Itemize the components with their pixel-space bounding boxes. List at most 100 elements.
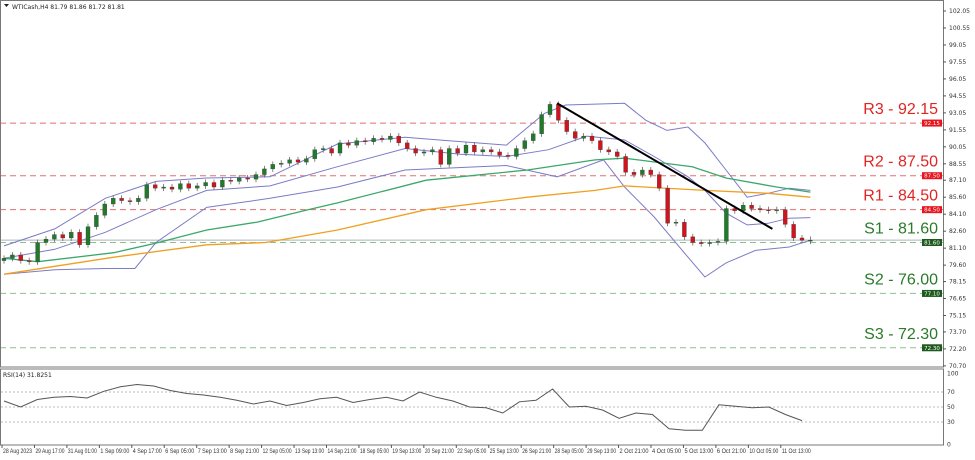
bull-candle-body [531, 133, 536, 141]
candle [665, 185, 670, 227]
bear-candle-body [329, 148, 334, 154]
price-marker [922, 289, 942, 297]
bear-candle-body [77, 232, 82, 245]
candle [69, 229, 74, 241]
candle [321, 145, 326, 153]
candle [144, 181, 149, 202]
candle [102, 201, 107, 219]
candle [615, 148, 620, 160]
resistance-level-label: R1 - 84.50 [863, 188, 938, 205]
x-tick-label: 14 Sep 21:00 [328, 449, 358, 455]
candle [514, 145, 519, 160]
bull-candle-body [774, 209, 779, 211]
candle [690, 233, 695, 246]
support-level-label: S3 - 72.30 [864, 326, 938, 343]
bull-candle-body [463, 144, 469, 154]
bear-candle-body [295, 159, 301, 163]
bull-candle-body [102, 203, 107, 216]
candle [581, 133, 586, 142]
rsi-tick-label: 30 [947, 419, 955, 426]
x-tick-label: 29 Sep 13:00 [587, 449, 617, 455]
candle [707, 239, 712, 247]
bull-candle-body [707, 242, 712, 244]
candle [799, 234, 805, 244]
bull-candle-body [262, 168, 267, 175]
price-marker-text: 72.30 [924, 346, 940, 352]
candle [203, 179, 208, 189]
candle [430, 146, 435, 155]
bull-candle-body [581, 135, 586, 139]
axes: 92.15 87.50 84.50 81.60 77.10 72.30 102.05 100.… [1, 8, 970, 455]
candle [161, 184, 166, 192]
bear-candle-body [699, 242, 704, 244]
candle [354, 137, 359, 149]
bear-candle-body [455, 148, 460, 154]
candle [489, 146, 494, 155]
candle [699, 239, 704, 247]
x-tick-label: 4 Sep 17:00 [133, 449, 163, 455]
bull-candle-body [447, 148, 452, 165]
candle [505, 152, 511, 160]
bull-candle-body [337, 142, 343, 154]
candle [186, 180, 191, 192]
candle [438, 146, 443, 168]
y-tick-label: 88.55 [949, 161, 966, 168]
bear-candle-body [127, 200, 133, 202]
candle [749, 202, 754, 212]
ma-fast-line [3, 157, 811, 263]
bull-candle-body [547, 104, 553, 115]
candle [245, 174, 250, 183]
candle [573, 128, 578, 142]
candle [220, 177, 225, 191]
candle [472, 142, 477, 155]
bear-candle-body [211, 182, 217, 188]
candle [304, 155, 309, 166]
candle [606, 146, 611, 155]
candle [480, 146, 485, 155]
x-tick-label: 6 Oct 21:00 [717, 449, 747, 455]
candle [657, 171, 662, 192]
candle [396, 133, 401, 146]
candle [27, 257, 32, 265]
candle [715, 238, 721, 246]
candle [623, 153, 628, 176]
candle [94, 212, 99, 230]
ma-slow-line [3, 185, 811, 275]
price-marker [922, 119, 942, 127]
bull-candle-body [43, 238, 49, 243]
rsi-tick-label: 70 [947, 389, 955, 396]
bear-candle-body [556, 104, 561, 121]
candle [43, 236, 49, 246]
bear-candle-body [497, 151, 502, 156]
bull-candle-body [161, 186, 166, 189]
bull-candle-body [1, 258, 7, 261]
bollinger-lower-line [3, 159, 811, 278]
y-tick-label: 87.10 [949, 177, 966, 184]
rsi-tick-label: 100 [947, 371, 959, 378]
candle [195, 182, 200, 192]
bull-candle-body [85, 226, 91, 245]
resistance-level-label: R2 - 87.50 [863, 154, 938, 171]
x-tick-label: 28 Aug 2023 [3, 449, 33, 455]
bull-candle-body [52, 234, 57, 240]
bull-candle-body [304, 158, 309, 163]
bear-candle-body [186, 183, 191, 189]
candle [329, 145, 334, 157]
candle [405, 139, 410, 152]
price-marker [922, 344, 942, 352]
bull-candle-body [195, 185, 200, 189]
candle [783, 206, 788, 228]
bear-candle-body [18, 254, 23, 261]
y-tick-label: 81.10 [949, 245, 966, 252]
bear-candle-body [573, 131, 578, 139]
bear-candle-body [799, 237, 805, 241]
bull-candle-body [388, 135, 393, 140]
resistance-level-label: R3 - 92.15 [863, 101, 938, 118]
bull-candle-body [111, 198, 116, 205]
bull-candle-body [136, 198, 141, 202]
candle [421, 148, 427, 157]
y-tick-label: 70.70 [949, 363, 966, 370]
collapse-arrow-icon[interactable] [4, 4, 9, 7]
bull-candle-body [287, 159, 292, 164]
bear-candle-body [396, 135, 401, 144]
